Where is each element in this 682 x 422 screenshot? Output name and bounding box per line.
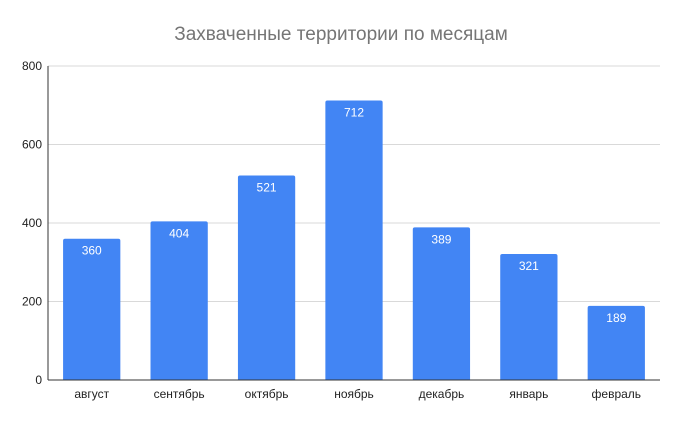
y-tick-label: 800 bbox=[22, 59, 42, 73]
y-tick-label: 200 bbox=[22, 295, 42, 309]
data-label-3: 712 bbox=[344, 106, 364, 120]
x-tick-label: февраль bbox=[592, 387, 642, 401]
y-tick-label: 600 bbox=[22, 138, 42, 152]
chart-title: Захваченные территории по месяцам bbox=[174, 24, 508, 45]
bar-2 bbox=[237, 175, 296, 380]
x-tick-label: январь bbox=[509, 387, 548, 401]
data-label-5: 321 bbox=[519, 259, 539, 273]
y-tick-label: 400 bbox=[22, 216, 42, 230]
bar-6 bbox=[587, 305, 645, 380]
bar-0 bbox=[63, 238, 121, 380]
y-tick-label: 0 bbox=[35, 373, 42, 387]
x-tick-label: август bbox=[74, 387, 109, 401]
data-labels: 360 404 521 712 389 321 189 bbox=[82, 106, 627, 325]
data-label-1: 404 bbox=[169, 226, 189, 240]
x-tick-label: октябрь bbox=[245, 387, 289, 401]
data-label-6: 189 bbox=[606, 311, 626, 325]
bar-1 bbox=[150, 221, 208, 380]
bar-4 bbox=[412, 227, 471, 380]
bars bbox=[63, 100, 645, 380]
data-label-0: 360 bbox=[82, 244, 102, 258]
x-tick-label: сентябрь bbox=[154, 387, 205, 401]
data-label-2: 521 bbox=[257, 181, 277, 195]
x-tick-label: ноябрь bbox=[334, 387, 374, 401]
x-tick-label: декабрь bbox=[419, 387, 465, 401]
bar-3 bbox=[325, 100, 383, 380]
data-label-4: 389 bbox=[431, 232, 451, 246]
bar-5 bbox=[500, 254, 558, 380]
axes: 0 200 400 600 800 август сентябрь октябрь ноябрь… bbox=[22, 59, 660, 401]
